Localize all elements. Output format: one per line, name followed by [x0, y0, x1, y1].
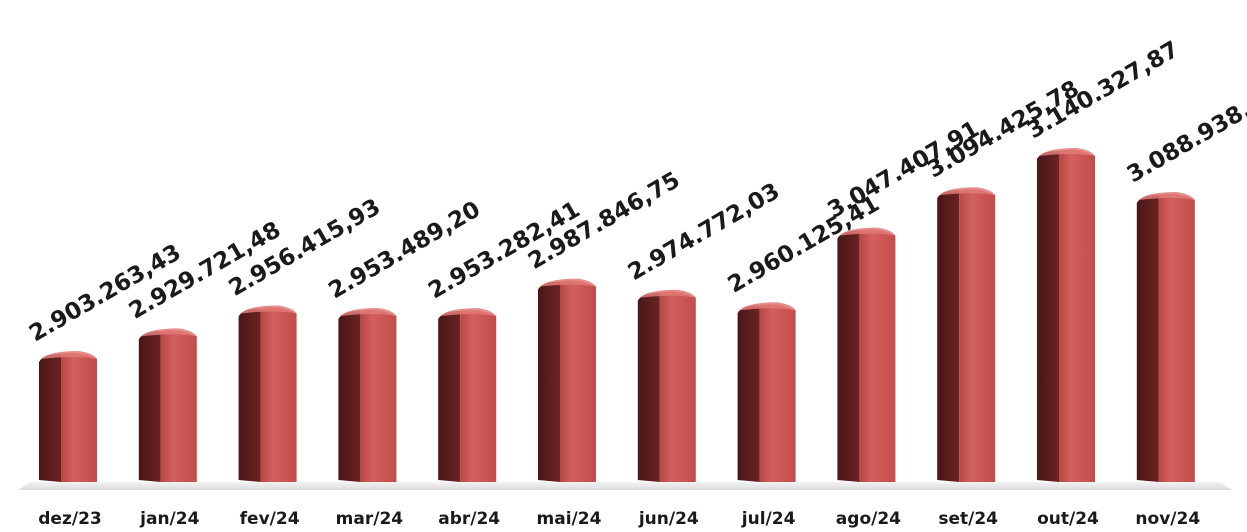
bar-mar-24: [338, 307, 397, 482]
category-label: fev/24: [240, 509, 300, 529]
category-label: out/24: [1037, 509, 1099, 529]
bar-front: [759, 304, 796, 482]
bar-front: [160, 330, 197, 482]
bar-top: [41, 351, 97, 359]
bar-front: [260, 307, 297, 482]
bar-mai-24: [538, 278, 596, 482]
bar-top: [140, 328, 197, 337]
category-label: mai/24: [537, 509, 602, 529]
category-label: jun/24: [638, 509, 699, 529]
bar-jul-24: [737, 302, 796, 482]
bar-front: [360, 309, 397, 482]
bar-top: [939, 187, 996, 196]
bar-top: [240, 305, 297, 314]
bar-side: [438, 311, 461, 482]
bar-front: [659, 291, 696, 482]
bar-dez-23: [39, 351, 97, 482]
bar-jun-24: [637, 289, 696, 482]
data-label: 3.088.938,67: [1123, 81, 1247, 189]
bar-front: [560, 280, 596, 482]
bar-front: [1059, 149, 1095, 482]
category-label: ago/24: [836, 509, 901, 529]
bar-side: [1136, 195, 1159, 482]
category-label: set/24: [938, 509, 998, 529]
bar-front: [460, 309, 497, 482]
bar-top: [739, 302, 796, 311]
category-label: dez/23: [38, 509, 101, 529]
bar-abr-24: [438, 308, 497, 482]
bar-front: [959, 189, 996, 483]
bar-top: [1138, 192, 1195, 201]
bar-side: [1037, 151, 1059, 482]
category-label: jul/24: [741, 509, 796, 529]
bar-side: [737, 305, 760, 482]
bar-out-24: [1037, 148, 1095, 482]
bar-side: [937, 190, 960, 483]
bar-top: [340, 307, 397, 316]
category-label: mar/24: [336, 509, 404, 529]
bar-top: [1039, 148, 1095, 156]
bar-side: [138, 331, 161, 482]
chart-floor: [18, 482, 1232, 490]
bar-side: [837, 230, 860, 482]
bar-jan-24: [138, 328, 197, 482]
bar-side: [39, 354, 61, 482]
bar-top: [540, 278, 596, 287]
category-label: abr/24: [438, 509, 500, 529]
bar-ago-24: [837, 227, 896, 482]
bar-top: [639, 289, 696, 298]
bar-top: [440, 308, 497, 317]
bar-side: [538, 281, 560, 482]
bar-top: [839, 227, 896, 236]
bar-side: [238, 308, 261, 482]
category-label: jan/24: [139, 509, 199, 529]
bar-front: [1158, 193, 1195, 482]
bar-set-24: [937, 187, 996, 483]
bar-nov-24: [1136, 192, 1195, 482]
bar-fev-24: [238, 305, 297, 482]
bar-side: [338, 310, 361, 482]
bar-side: [637, 292, 660, 482]
bar-front: [61, 352, 97, 482]
category-label: nov/24: [1135, 509, 1200, 529]
bar-front: [859, 229, 896, 482]
